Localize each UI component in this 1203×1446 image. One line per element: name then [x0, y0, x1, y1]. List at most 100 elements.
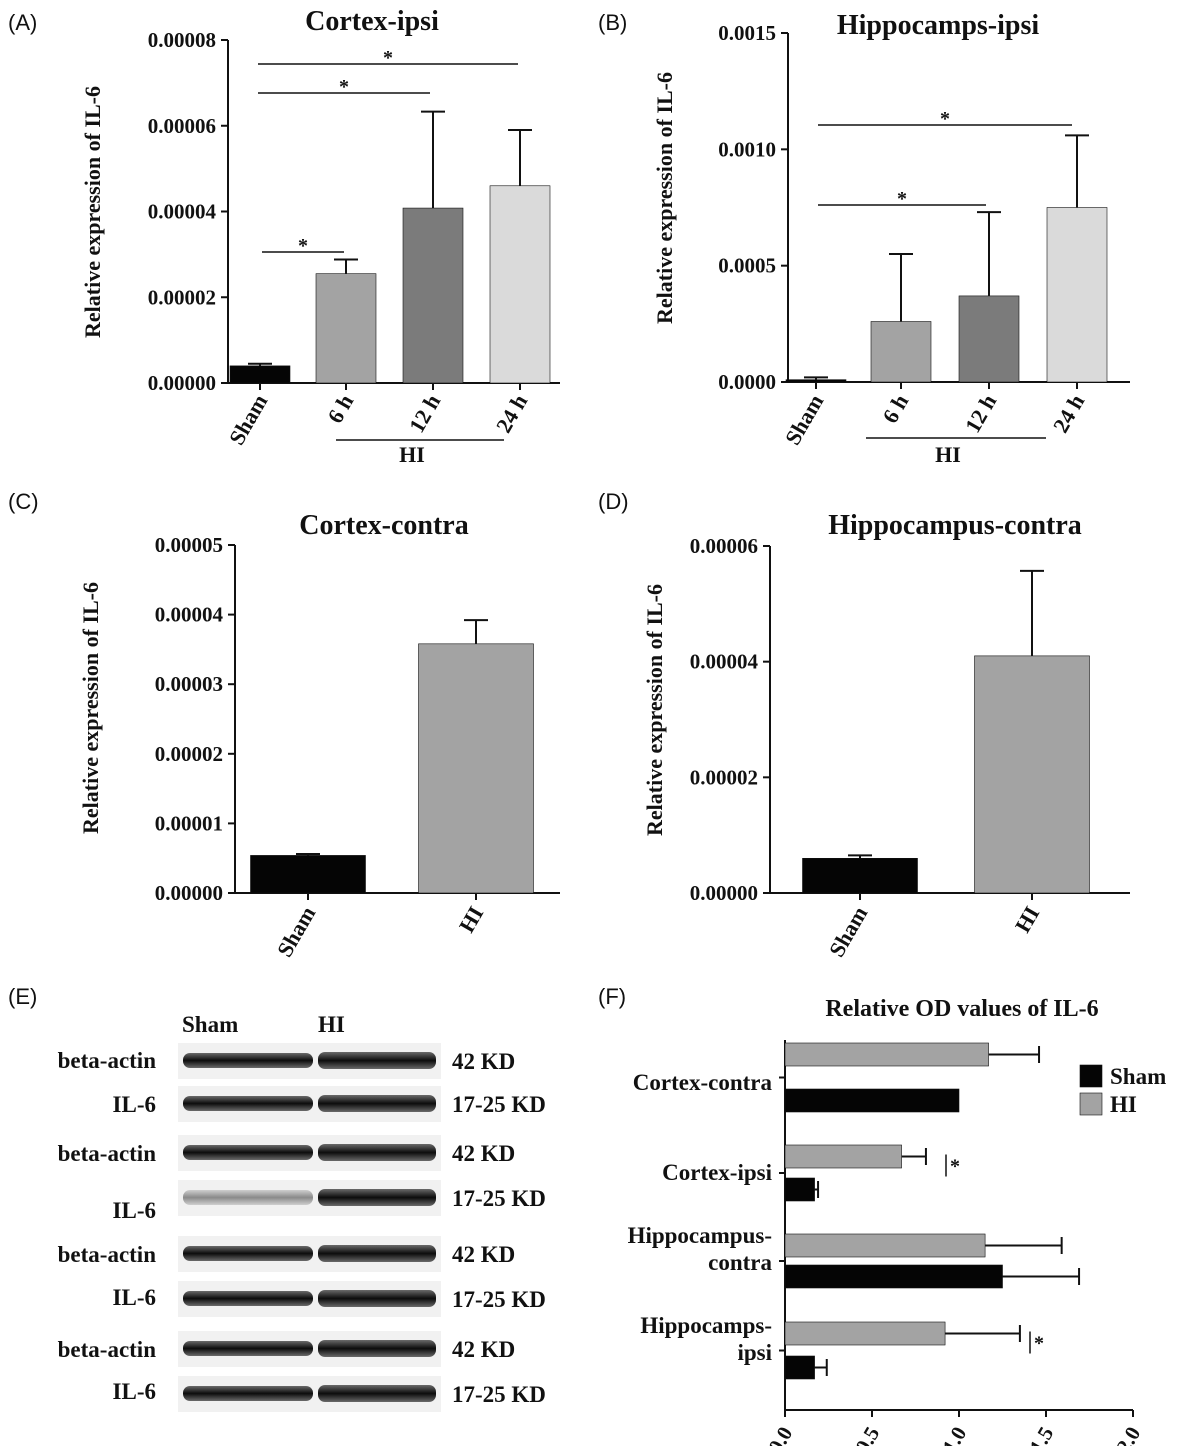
y-axis-label-b: Relative expression of IL-6 [652, 72, 677, 324]
legend-label-sham: Sham [1110, 1064, 1166, 1089]
x-tick-label: 0.0 [763, 1423, 797, 1446]
x-tick-label: 12 h [404, 390, 446, 437]
bar-12h [402, 207, 464, 384]
bar-sham [250, 855, 366, 894]
bar-24h [1046, 207, 1108, 383]
lane-label-hi: HI [318, 1012, 345, 1037]
plot-area-f: 0.0 0.5 1.0 1.5 2.0 Cortex-contra Cortex-ipsi H… [628, 1040, 1166, 1446]
category-label: Cortex-contra [633, 1070, 773, 1095]
blot-band-hi [318, 1245, 436, 1262]
blot-kd-label: 17-25 KD [452, 1287, 546, 1312]
x-tick-label: 6 h [322, 390, 358, 427]
y-axis-label-c: Relative expression of IL-6 [78, 582, 103, 834]
legend-swatch-hi [1079, 1092, 1103, 1116]
category-label: contra [708, 1250, 772, 1275]
bar-hi [418, 643, 534, 894]
blot-band-hi [318, 1052, 436, 1069]
blot-kd-label: 42 KD [452, 1337, 515, 1362]
y-tick-label: 0.00004 [690, 650, 759, 674]
y-tick-label: 0.00002 [155, 742, 223, 766]
bar-sham [784, 1355, 815, 1380]
bar-sham [784, 1088, 960, 1113]
significance-star: * [1034, 1333, 1044, 1355]
blot-kd-label: 17-25 KD [452, 1382, 546, 1407]
blot-band-sham [183, 1145, 313, 1160]
significance-star: * [339, 76, 349, 98]
y-axis-label-d: Relative expression of IL-6 [642, 584, 667, 836]
panel-letter-c: (C) [8, 489, 39, 514]
y-tick-label: 0.00001 [155, 811, 223, 835]
group-label-hi: HI [399, 442, 425, 467]
y-tick-label: 0.00008 [148, 28, 216, 52]
category-label: Hippocampus- [628, 1223, 772, 1248]
y-tick-label: 0.00005 [155, 533, 223, 557]
blot-kd-label: 17-25 KD [452, 1092, 546, 1117]
blot-kd-label: 17-25 KD [452, 1186, 546, 1211]
blot-kd-label: 42 KD [452, 1242, 515, 1267]
blot-label-beta-actin: beta-actin [58, 1141, 157, 1166]
blot-band-sham [183, 1386, 313, 1401]
bar-hi [784, 1321, 946, 1346]
plot-area-d: 0.00000 0.00002 0.00004 0.00006 Sham HI [690, 534, 1130, 961]
blot-band-hi [318, 1340, 436, 1357]
y-tick-label: 0.00002 [148, 285, 216, 309]
y-tick-label: 0.00002 [690, 765, 758, 789]
panel-letter-b: (B) [598, 10, 627, 35]
chart-title-b: Hippocamps-ipsi [837, 10, 1039, 41]
significance-star: * [950, 1156, 960, 1178]
blot-band-sham [183, 1096, 313, 1111]
bar-6h [315, 273, 377, 384]
panel-b: (B) Hippocamps-ipsi Relative expression … [598, 10, 1130, 467]
blot-label-il6: IL-6 [113, 1198, 156, 1223]
blot-band-sham [183, 1291, 313, 1306]
x-tick-label: Sham [780, 390, 829, 449]
chart-title-c: Cortex-contra [299, 510, 468, 541]
significance-star: * [940, 108, 950, 130]
panel-letter-a: (A) [8, 10, 37, 35]
panel-letter-d: (D) [598, 489, 629, 514]
blot-label-beta-actin: beta-actin [58, 1048, 157, 1073]
y-tick-label: 0.00000 [148, 371, 216, 395]
chart-title-d: Hippocampus-contra [828, 510, 1082, 541]
blot-band-sham [183, 1341, 313, 1356]
y-axis-label-a: Relative expression of IL-6 [80, 86, 105, 338]
bar-sham [229, 365, 291, 384]
group-label-hi: HI [935, 442, 961, 467]
bar-sham [785, 379, 847, 383]
blot-rows: beta-actin 42 KD IL-6 17-25 KD beta-actin 42 … [58, 1043, 546, 1412]
significance-star: * [298, 235, 308, 257]
y-tick-label: 0.00003 [155, 672, 223, 696]
blot-label-beta-actin: beta-actin [58, 1337, 157, 1362]
x-tick-label: HI [1010, 902, 1044, 937]
legend-label-hi: HI [1110, 1092, 1137, 1117]
x-tick-label: Sham [224, 390, 273, 449]
panel-f: (F) Relative OD values of IL-6 0.0 0.5 1.0… [598, 984, 1166, 1446]
significance-star: * [897, 188, 907, 210]
bar-12h [958, 295, 1020, 383]
y-tick-label: 0.00000 [690, 881, 758, 905]
blot-band-hi [318, 1290, 436, 1307]
blot-kd-label: 42 KD [452, 1049, 515, 1074]
blot-band-sham [183, 1190, 313, 1205]
bar-sham [802, 857, 918, 894]
y-tick-label: 0.00004 [148, 200, 217, 224]
x-tick-label: 2.0 [1111, 1423, 1145, 1446]
lane-label-sham: Sham [182, 1012, 238, 1037]
blot-band-sham [183, 1053, 313, 1068]
blot-kd-label: 42 KD [452, 1141, 515, 1166]
x-tick-label: 12 h [960, 390, 1002, 437]
y-tick-label: 0.0000 [718, 370, 776, 394]
plot-area-a: 0.00000 0.00002 0.00004 0.00006 0.00008 Sham 6… [148, 28, 560, 467]
significance-star: * [383, 47, 393, 69]
category-label: Hippocamps- [640, 1313, 772, 1338]
blot-label-il6: IL-6 [113, 1379, 156, 1404]
y-tick-label: 0.0010 [718, 137, 776, 161]
bar-hi [784, 1233, 986, 1258]
x-tick-label: Sham [824, 902, 873, 961]
chart-title-a: Cortex-ipsi [305, 6, 439, 37]
bar-hi [784, 1042, 989, 1067]
bar-hi [974, 655, 1090, 894]
x-tick-label: 6 h [877, 390, 913, 427]
x-tick-label: 0.5 [850, 1423, 884, 1446]
